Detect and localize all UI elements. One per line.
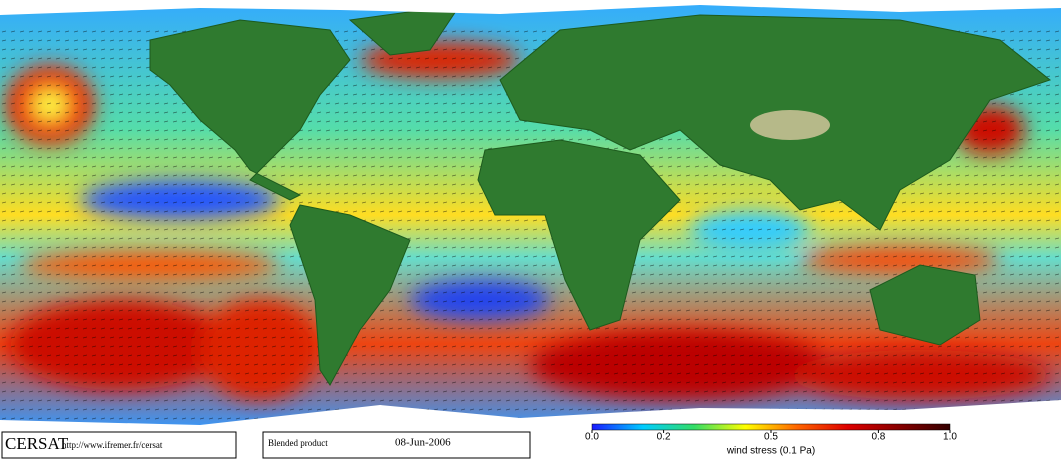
url: http://www.ifremer.fr/cersat — [62, 440, 163, 450]
colorbar-tick-label: 0.0 — [585, 432, 599, 443]
australia — [869, 264, 981, 346]
colorbar-tick-label: 0.8 — [871, 432, 885, 443]
logo: CERSAT — [5, 434, 69, 453]
south-america — [289, 204, 411, 386]
antarctic-ice — [0, 400, 1061, 430]
colorbar-label: wind stress (0.1 Pa) — [726, 446, 815, 457]
colorbar-tick-label: 0.2 — [657, 432, 671, 443]
colorbar-tick-label: 1.0 — [943, 432, 957, 443]
logo-box — [1, 431, 237, 459]
arctic-ice — [0, 0, 1061, 15]
colorbar-tick-label: 0.5 — [764, 432, 778, 443]
colorbar — [591, 423, 951, 431]
north-america — [149, 19, 351, 201]
product-box — [262, 431, 531, 459]
date: 08-Jun-2006 — [395, 437, 451, 449]
africa — [477, 139, 681, 331]
land — [149, 4, 1052, 386]
product: Blended product — [268, 438, 328, 448]
plateau — [750, 110, 830, 140]
